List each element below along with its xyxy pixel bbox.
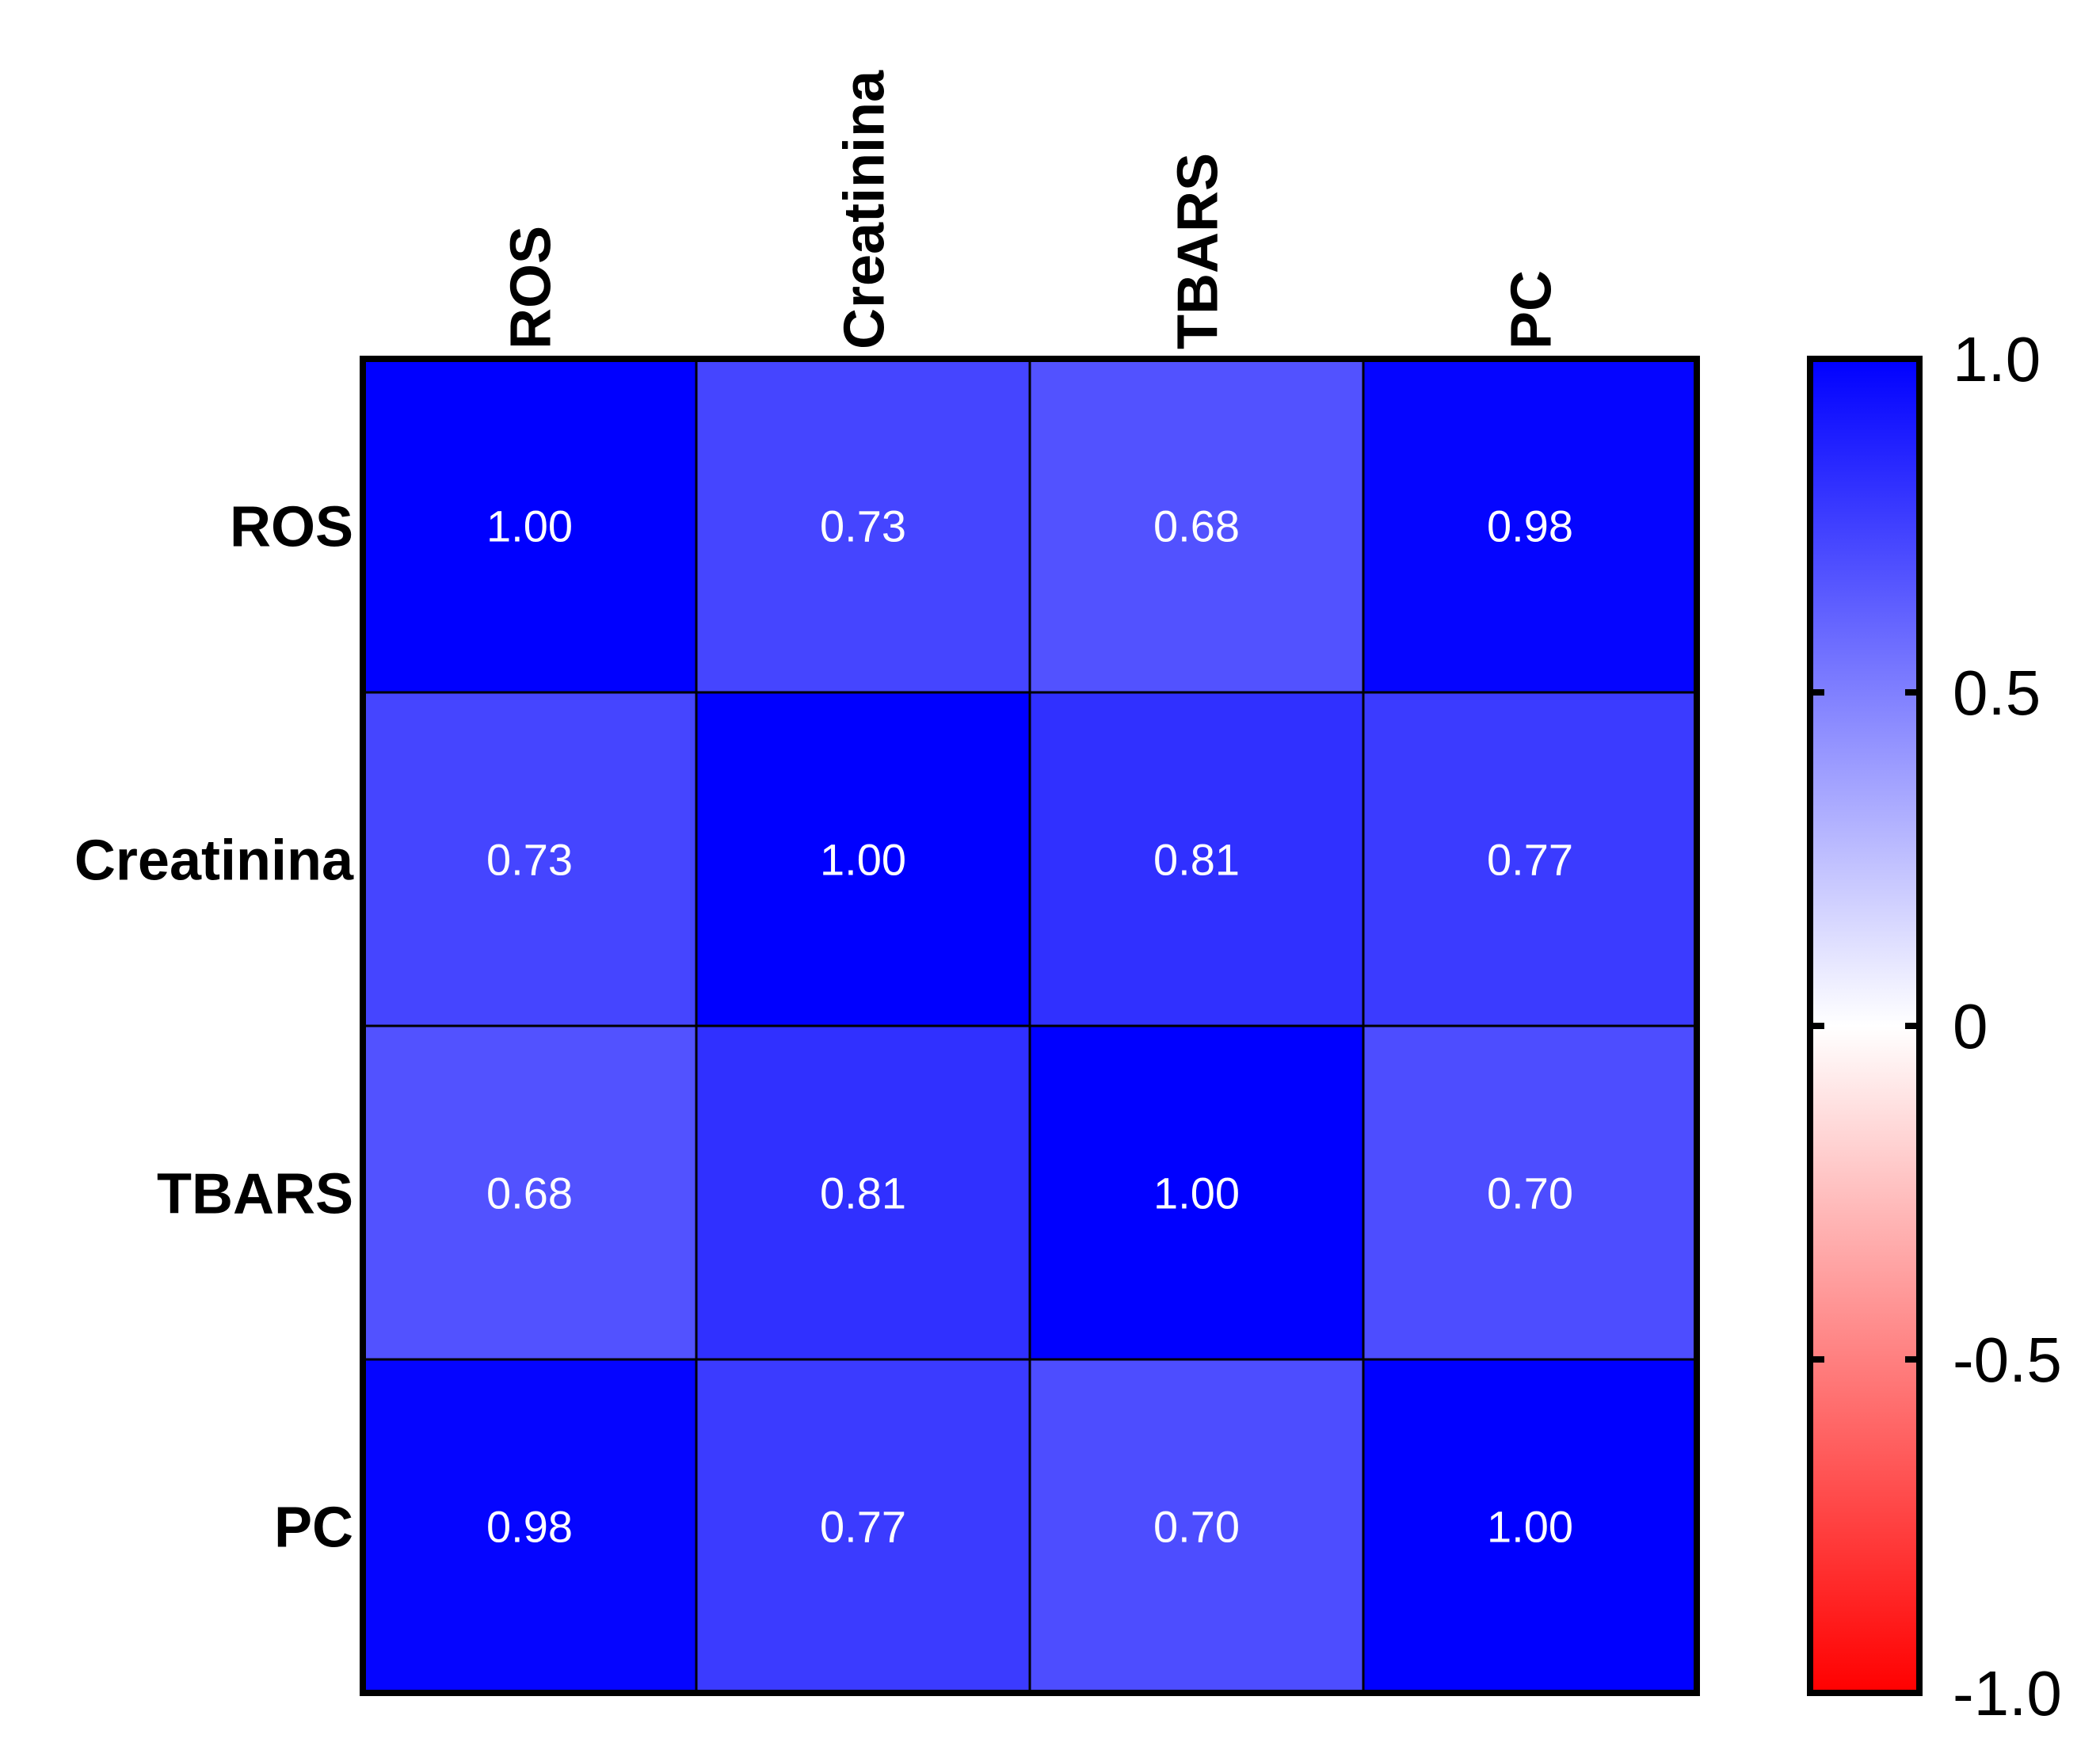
colorbar-tick-label: 0 (1953, 991, 1988, 1062)
heatmap-cell-0-0 (361, 357, 698, 694)
cell-value-label: 1.00 (1153, 1168, 1240, 1218)
cell-value-label: 1.00 (820, 835, 906, 885)
colorbar-tick-label: -1.0 (1953, 1658, 2062, 1729)
cell-value-label: 0.98 (1487, 501, 1573, 551)
row-label-1: Creatinina (74, 829, 354, 893)
cell-value-label: 0.70 (1487, 1168, 1573, 1218)
cell-value-label: 0.81 (1153, 835, 1240, 885)
column-label-1: Creatinina (833, 70, 897, 349)
cell-value-label: 0.81 (820, 1168, 906, 1218)
column-label-3: PC (1500, 270, 1564, 349)
heatmap-cell-3-1 (695, 1358, 1031, 1695)
cell-value-label: 1.00 (1487, 1502, 1573, 1552)
heatmap-cell-1-0 (361, 691, 698, 1027)
heatmap-border (360, 356, 1700, 1696)
colorbar-tick-label: 1.0 (1953, 324, 2041, 395)
heatmap-cell-3-0 (361, 1358, 698, 1695)
heatmap-cell-3-2 (1028, 1358, 1365, 1695)
heatmap-cells (361, 357, 1698, 1695)
heatmap-labels: 1.00 0.73 0.68 0.98 0.73 1.00 0.81 0.77 0.68 0.81… (74, 70, 1700, 1696)
row-label-3: PC (274, 1496, 353, 1560)
heatmap-cell-0-1 (695, 357, 1031, 694)
heatmap-cell-2-1 (695, 1024, 1031, 1361)
cell-value-label: 0.77 (1487, 835, 1573, 885)
heatmap-cell-1-1 (695, 691, 1031, 1027)
cell-value-label: 0.98 (486, 1502, 573, 1552)
colorbar-bar (1807, 356, 1923, 1696)
cell-value-label: 0.73 (486, 835, 573, 885)
cell-value-label: 0.68 (1153, 501, 1240, 551)
heatmap-cell-2-3 (1362, 1024, 1698, 1361)
row-label-0: ROS (230, 496, 353, 559)
heatmap-cell-0-3 (1362, 357, 1698, 694)
row-label-2: TBARS (157, 1163, 353, 1226)
heatmap-cell-1-3 (1362, 691, 1698, 1027)
cell-value-label: 0.70 (1153, 1502, 1240, 1552)
column-label-0: ROS (500, 226, 563, 349)
colorbar-tick-label: -0.5 (1953, 1325, 2062, 1395)
heatmap-cell-3-3 (1362, 1358, 1698, 1695)
cell-value-label: 1.00 (486, 501, 573, 551)
colorbar-tick-label: 0.5 (1953, 658, 2041, 728)
cell-value-label: 0.73 (820, 501, 906, 551)
column-label-2: TBARS (1167, 153, 1230, 349)
colorbar: 1.0 0.5 0 -0.5 -1.0 (1807, 324, 2062, 1729)
cell-value-label: 0.77 (820, 1502, 906, 1552)
cell-value-label: 0.68 (486, 1168, 573, 1218)
